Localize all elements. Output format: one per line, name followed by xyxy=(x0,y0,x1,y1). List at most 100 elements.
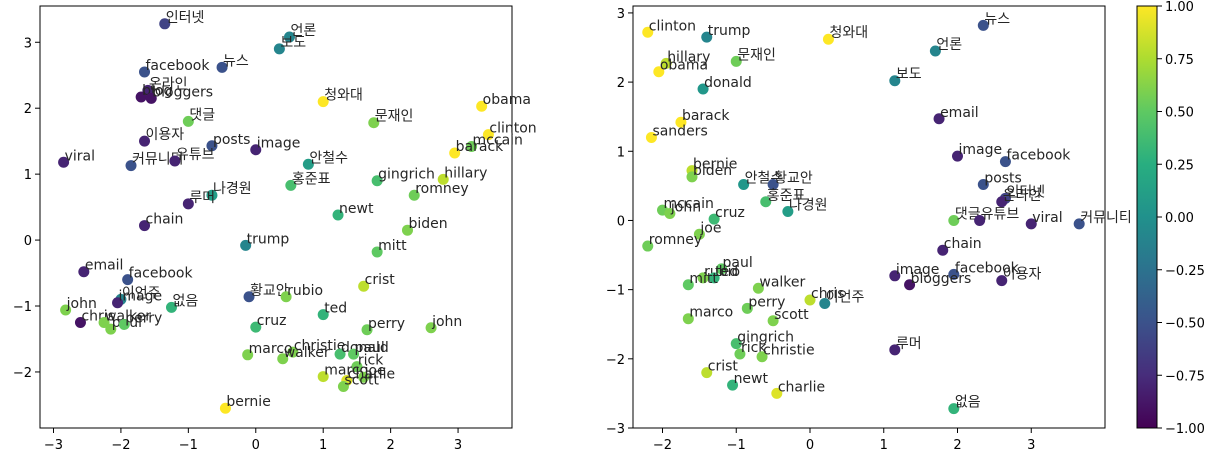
point-label: newt xyxy=(339,201,374,217)
scatter-point xyxy=(686,171,698,183)
point-label: christie xyxy=(763,343,815,359)
point-label: image xyxy=(119,289,163,305)
point-label: walker xyxy=(105,309,151,325)
scatter-point xyxy=(371,175,383,187)
scatter-point xyxy=(760,196,772,208)
colorbar-tick-label: 0.25 xyxy=(1165,158,1194,173)
point-label: bernie xyxy=(226,394,270,410)
scatter-point xyxy=(889,270,901,282)
point-label: trump xyxy=(708,23,751,39)
point-label: mccain xyxy=(664,196,714,212)
point-label: christie xyxy=(294,338,346,354)
point-label: scott xyxy=(344,372,379,388)
scatter-point xyxy=(302,158,314,170)
scatter-point xyxy=(937,244,949,256)
scatter-point xyxy=(771,387,783,399)
scatter-point xyxy=(216,61,228,73)
scatter-point xyxy=(408,189,420,201)
plot-frame-right xyxy=(632,5,1106,429)
scatter-point xyxy=(368,117,380,129)
scatter-point xyxy=(653,66,665,78)
scatter-point xyxy=(250,144,262,156)
point-label: 나경원 xyxy=(213,181,252,197)
y-tick-label: 0 xyxy=(24,234,32,249)
scatter-point xyxy=(1025,218,1037,230)
colorbar-gradient xyxy=(1136,5,1158,429)
point-label: barack xyxy=(456,139,504,155)
point-label: email xyxy=(85,258,124,274)
point-label: donald xyxy=(704,75,752,91)
scatter-point xyxy=(642,240,654,252)
point-label: perry xyxy=(368,316,405,332)
point-label: 루머 xyxy=(896,336,922,352)
point-label: hillary xyxy=(667,49,710,65)
x-tick-label: 2 xyxy=(386,438,394,453)
point-label: scott xyxy=(774,307,809,323)
scatter-point xyxy=(697,83,709,95)
point-label: crist xyxy=(708,359,739,375)
point-label: marco xyxy=(249,341,293,357)
point-label: 홍준표 xyxy=(767,188,806,204)
scatter-point xyxy=(730,55,742,67)
point-label: cruz xyxy=(257,313,287,329)
point-label: 황교안 xyxy=(774,170,813,186)
y-tick-label: 2 xyxy=(24,102,32,117)
point-label: crist xyxy=(365,272,396,288)
point-label: 없음 xyxy=(955,395,981,411)
colorbar-tick-label: 1.00 xyxy=(1165,0,1194,15)
scatter-point xyxy=(730,338,742,350)
scatter-point xyxy=(708,213,720,225)
scatter-point xyxy=(727,379,739,391)
scatter-point xyxy=(105,323,117,335)
y-tick-label: −1 xyxy=(13,300,32,315)
point-label: romney xyxy=(415,181,468,197)
scatter-point xyxy=(182,115,194,127)
scatter-point xyxy=(889,75,901,87)
y-tick-label: 3 xyxy=(617,7,625,22)
point-label: 유튜브 xyxy=(981,206,1020,222)
point-label: facebook xyxy=(146,58,211,74)
point-label: posts xyxy=(213,132,251,148)
scatter-point xyxy=(693,228,705,240)
x-tick-label: 3 xyxy=(454,438,462,453)
point-label: john xyxy=(431,314,462,330)
point-label: email xyxy=(940,105,979,121)
scatter-point xyxy=(804,294,816,306)
point-label: clinton xyxy=(649,18,696,34)
point-label: viral xyxy=(1032,210,1062,226)
point-label: charlie xyxy=(348,367,395,383)
point-label: facebook xyxy=(129,266,194,282)
scatter-point xyxy=(904,279,916,291)
scatter-point xyxy=(752,282,764,294)
scatter-point xyxy=(145,92,157,104)
x-tick-label: 2 xyxy=(953,438,961,453)
point-label: obama xyxy=(483,92,531,108)
point-label: perry xyxy=(748,294,785,310)
scatter-point xyxy=(58,156,70,168)
point-label: 문재인 xyxy=(375,109,414,125)
x-tick-label: 1 xyxy=(319,438,327,453)
point-label: ted xyxy=(324,301,347,317)
point-label: mitt xyxy=(689,271,718,287)
scatter-point xyxy=(371,246,383,258)
scatter-point xyxy=(243,291,255,303)
colorbar-tick-label: −0.50 xyxy=(1165,317,1205,332)
y-tick-label: −1 xyxy=(606,284,625,299)
point-label: biden xyxy=(693,163,732,179)
x-tick-label: 0 xyxy=(806,438,814,453)
point-label: 커뮤니티 xyxy=(1080,210,1132,226)
point-label: 청와대 xyxy=(829,25,868,41)
scatter-point xyxy=(169,155,181,167)
point-label: cruz xyxy=(715,205,745,221)
x-tick-label: −2 xyxy=(653,438,672,453)
point-label: facebook xyxy=(955,260,1020,276)
scatter-point xyxy=(125,160,137,172)
colorbar-tick-label: 0.00 xyxy=(1165,211,1194,226)
point-label: 인터넷 xyxy=(1006,184,1045,200)
point-label: 유튜브 xyxy=(176,147,215,163)
point-label: biden xyxy=(408,216,447,232)
scatter-point xyxy=(716,263,727,275)
point-label: 루머 xyxy=(189,190,215,206)
scatter-point xyxy=(351,361,363,373)
